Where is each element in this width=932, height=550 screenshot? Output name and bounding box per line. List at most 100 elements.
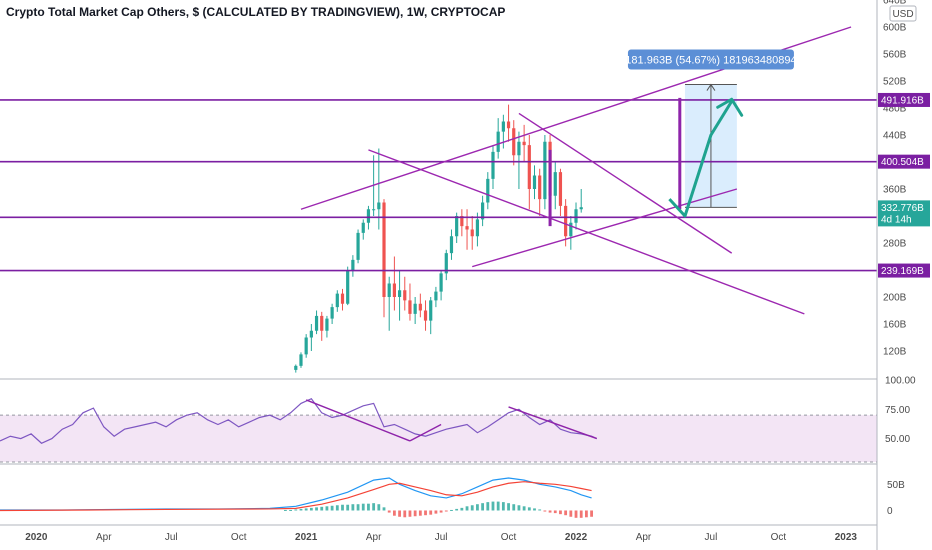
candle-body <box>564 205 568 237</box>
rsi-band <box>0 415 877 462</box>
macd-histogram-bar <box>387 510 391 513</box>
candle-body <box>491 151 495 179</box>
macd-histogram-bar <box>424 510 427 516</box>
candle-body <box>351 259 355 270</box>
macd-histogram-bar <box>548 510 552 513</box>
candle-body <box>501 121 505 132</box>
candle-body <box>387 283 391 297</box>
macd-histogram-bar <box>429 510 433 515</box>
rsi-trendline <box>508 406 598 440</box>
candle-body <box>455 216 459 237</box>
level-price-tag-label: 400.504B <box>881 157 924 168</box>
candle-body <box>361 222 365 233</box>
level-price-tag-label: 239.169B <box>881 266 924 277</box>
candle-body <box>574 209 578 223</box>
current-price-tag <box>878 200 930 227</box>
candle-body <box>538 175 542 200</box>
macd-histogram-bar <box>284 509 287 511</box>
macd-histogram-bar <box>444 510 448 512</box>
macd-histogram-bar <box>507 503 510 511</box>
candle-body <box>506 121 511 129</box>
macd-histogram-bar <box>434 510 438 514</box>
candle-body <box>377 202 381 210</box>
candle-body <box>496 131 500 152</box>
macd-histogram-bar <box>569 510 573 517</box>
macd-histogram-bar <box>325 506 329 511</box>
currency-label: USD <box>892 9 913 20</box>
price-tick-label: 160B <box>883 320 907 331</box>
macd-histogram-bar <box>289 509 293 511</box>
candle-body <box>382 202 386 297</box>
macd-histogram-bar <box>315 507 318 511</box>
price-tick-label: 520B <box>883 77 907 88</box>
candle-body <box>294 365 298 370</box>
candle-body <box>429 300 433 321</box>
macd-histogram-bar <box>501 502 505 511</box>
macd-histogram-bar <box>346 504 350 511</box>
level-price-tag <box>878 154 930 169</box>
time-tick-label: Oct <box>771 532 787 543</box>
macd-histogram-bar <box>361 503 365 511</box>
macd-histogram-bar <box>309 507 313 511</box>
macd-histogram-bar <box>418 510 422 516</box>
rsi-line <box>0 397 598 444</box>
level-price-tag-label: 491.916B <box>881 95 924 106</box>
macd-histogram-bar <box>522 506 526 511</box>
macd-histogram-bar <box>304 508 308 511</box>
time-tick-label: Jul <box>165 532 178 543</box>
current-price-label: 332.776B <box>881 203 924 214</box>
candle-body <box>569 222 573 237</box>
measure-arrow-head <box>706 83 716 91</box>
candle-body <box>309 330 313 338</box>
macd-histogram-bar <box>486 502 490 511</box>
channel-line <box>368 149 805 315</box>
macd-histogram-bar <box>413 510 417 517</box>
macd-histogram-bar <box>517 505 521 511</box>
candle-body <box>340 293 345 304</box>
time-tick-label: 2021 <box>295 532 318 543</box>
time-tick-label: Jul <box>705 532 718 543</box>
macd-histogram-bar <box>481 503 485 511</box>
candle-body <box>543 141 547 200</box>
time-tick-label: Oct <box>501 532 517 543</box>
macd-histogram-bar <box>559 510 562 515</box>
macd-histogram-bar <box>465 506 469 511</box>
rsi-tick-label: 50.00 <box>885 434 910 445</box>
macd-histogram-bar <box>320 506 324 511</box>
macd-histogram-bar <box>403 510 407 518</box>
candle-body <box>299 354 303 366</box>
macd-histogram-bar <box>294 509 298 511</box>
candle-body <box>325 318 329 331</box>
candle-body <box>418 303 422 311</box>
level-price-tag <box>878 263 930 278</box>
macd-histogram-bar <box>450 509 453 511</box>
macd-histogram-bar <box>351 504 355 511</box>
macd-histogram-bar <box>512 504 516 511</box>
projection-arrow-head <box>716 97 744 117</box>
candle-body <box>558 172 563 206</box>
candle-body <box>532 175 537 189</box>
price-tick-label: 200B <box>883 293 907 304</box>
time-tick-label: 2020 <box>25 532 48 543</box>
rsi-tick-label: 75.00 <box>885 405 910 416</box>
time-tick-label: Jul <box>435 532 448 543</box>
candle-body <box>486 178 490 203</box>
macd-histogram-bar <box>439 510 443 513</box>
price-tick-label: 480B <box>883 104 907 115</box>
candle-body <box>449 236 454 254</box>
candle-body <box>413 303 417 314</box>
price-tick-label: 640B <box>883 0 907 7</box>
candle-body <box>320 315 324 331</box>
rsi-trendline <box>409 423 442 442</box>
candle-body <box>465 226 469 230</box>
candle-body <box>372 209 376 211</box>
macd-histogram-bar <box>392 510 396 516</box>
macd-histogram-bar <box>330 505 334 511</box>
candle-body <box>470 229 474 237</box>
macd-histogram-bar <box>372 503 376 511</box>
candle-body <box>481 202 485 220</box>
channel-line <box>518 112 733 254</box>
macd-histogram-bar <box>527 507 531 511</box>
